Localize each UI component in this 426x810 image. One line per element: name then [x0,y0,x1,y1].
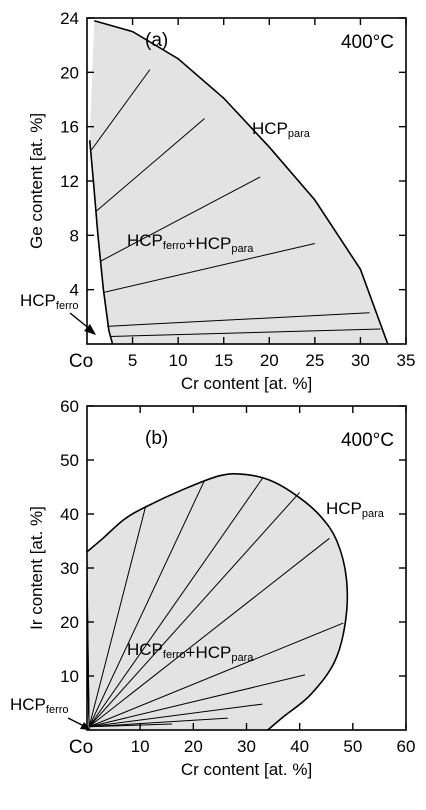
region-label-two-phase: HCPferro+HCPpara [127,640,254,664]
tie-line [107,312,370,327]
x-tick-label: 60 [397,737,416,756]
y-tick-label: 24 [60,9,79,28]
x-tick-label: 35 [397,351,416,370]
y-tick-label: 10 [60,667,79,686]
tie-line [89,717,228,728]
x-tick-label: 5 [128,351,137,370]
tie-line [89,723,173,728]
region-label-two-phase: HCPferro+HCPpara [127,231,254,255]
y-tick-label: 8 [70,226,79,245]
x-tick-label: 20 [260,351,279,370]
tie-line [103,242,315,293]
x-tick-label: 40 [290,737,309,756]
tie-line [88,481,205,727]
x-tick-label: 50 [343,737,362,756]
region-label-para: HCPpara [326,499,385,520]
region-label-ferro: HCPferro [10,695,69,716]
y-tick-label: 20 [60,613,79,632]
tie-line [96,118,205,212]
y-tick-label: 30 [60,559,79,578]
y-tick-label: 50 [60,451,79,470]
origin-label-co: Co [69,351,93,372]
x-axis-label: Cr content [at. %] [181,374,312,393]
tie-line [88,622,344,728]
panel-label: (b) [145,428,168,449]
tie-line [88,492,301,728]
x-tick-label: 25 [305,351,324,370]
region-label-ferro: HCPferro [20,291,79,312]
tie-line [88,506,146,727]
x-tick-label: 15 [214,351,233,370]
temperature-label: 400°C [341,430,394,451]
two-phase-region [89,20,388,344]
temperature-label: 400°C [341,32,394,53]
y-tick-label: 4 [70,281,79,300]
x-tick-label: 20 [184,737,203,756]
tie-line [89,703,263,728]
y-tick-label: 20 [60,63,79,82]
y-tick-label: 16 [60,118,79,137]
y-tick-label: 12 [60,172,79,191]
x-axis-label: Cr content [at. %] [181,760,312,779]
para-boundary [86,473,349,731]
two-phase-region [87,474,347,730]
x-tick-label: 30 [237,737,256,756]
x-tick-label: 30 [351,351,370,370]
y-axis-label: Ir content [at. %] [27,506,46,630]
tie-line [88,478,263,728]
panel-label: (a) [145,30,168,51]
tie-line [89,674,306,728]
ferro-boundary [88,140,114,345]
panel-b: 10 20 30 40 50 60 10 20 30 40 50 60 Co Cr content [at… [27,397,415,779]
x-tick-label: 10 [169,351,188,370]
tie-line [91,69,151,151]
region-label-para: HCPpara [252,119,311,140]
tie-line [109,328,381,338]
panel-a: 5 10 15 20 25 30 35 4 8 12 16 20 24 Co Cr content [at.… [27,9,415,393]
origin-label-co: Co [69,737,93,758]
y-axis-label: Ge content [at. %] [27,113,46,249]
para-boundary [94,19,389,345]
tie-line [88,537,330,728]
tie-line [100,176,261,262]
y-tick-label: 60 [60,397,79,416]
ferro-arrow-head [80,722,91,730]
x-tick-label: 10 [131,737,150,756]
ferro-arrow-head [84,324,96,335]
y-tick-label: 40 [60,505,79,524]
